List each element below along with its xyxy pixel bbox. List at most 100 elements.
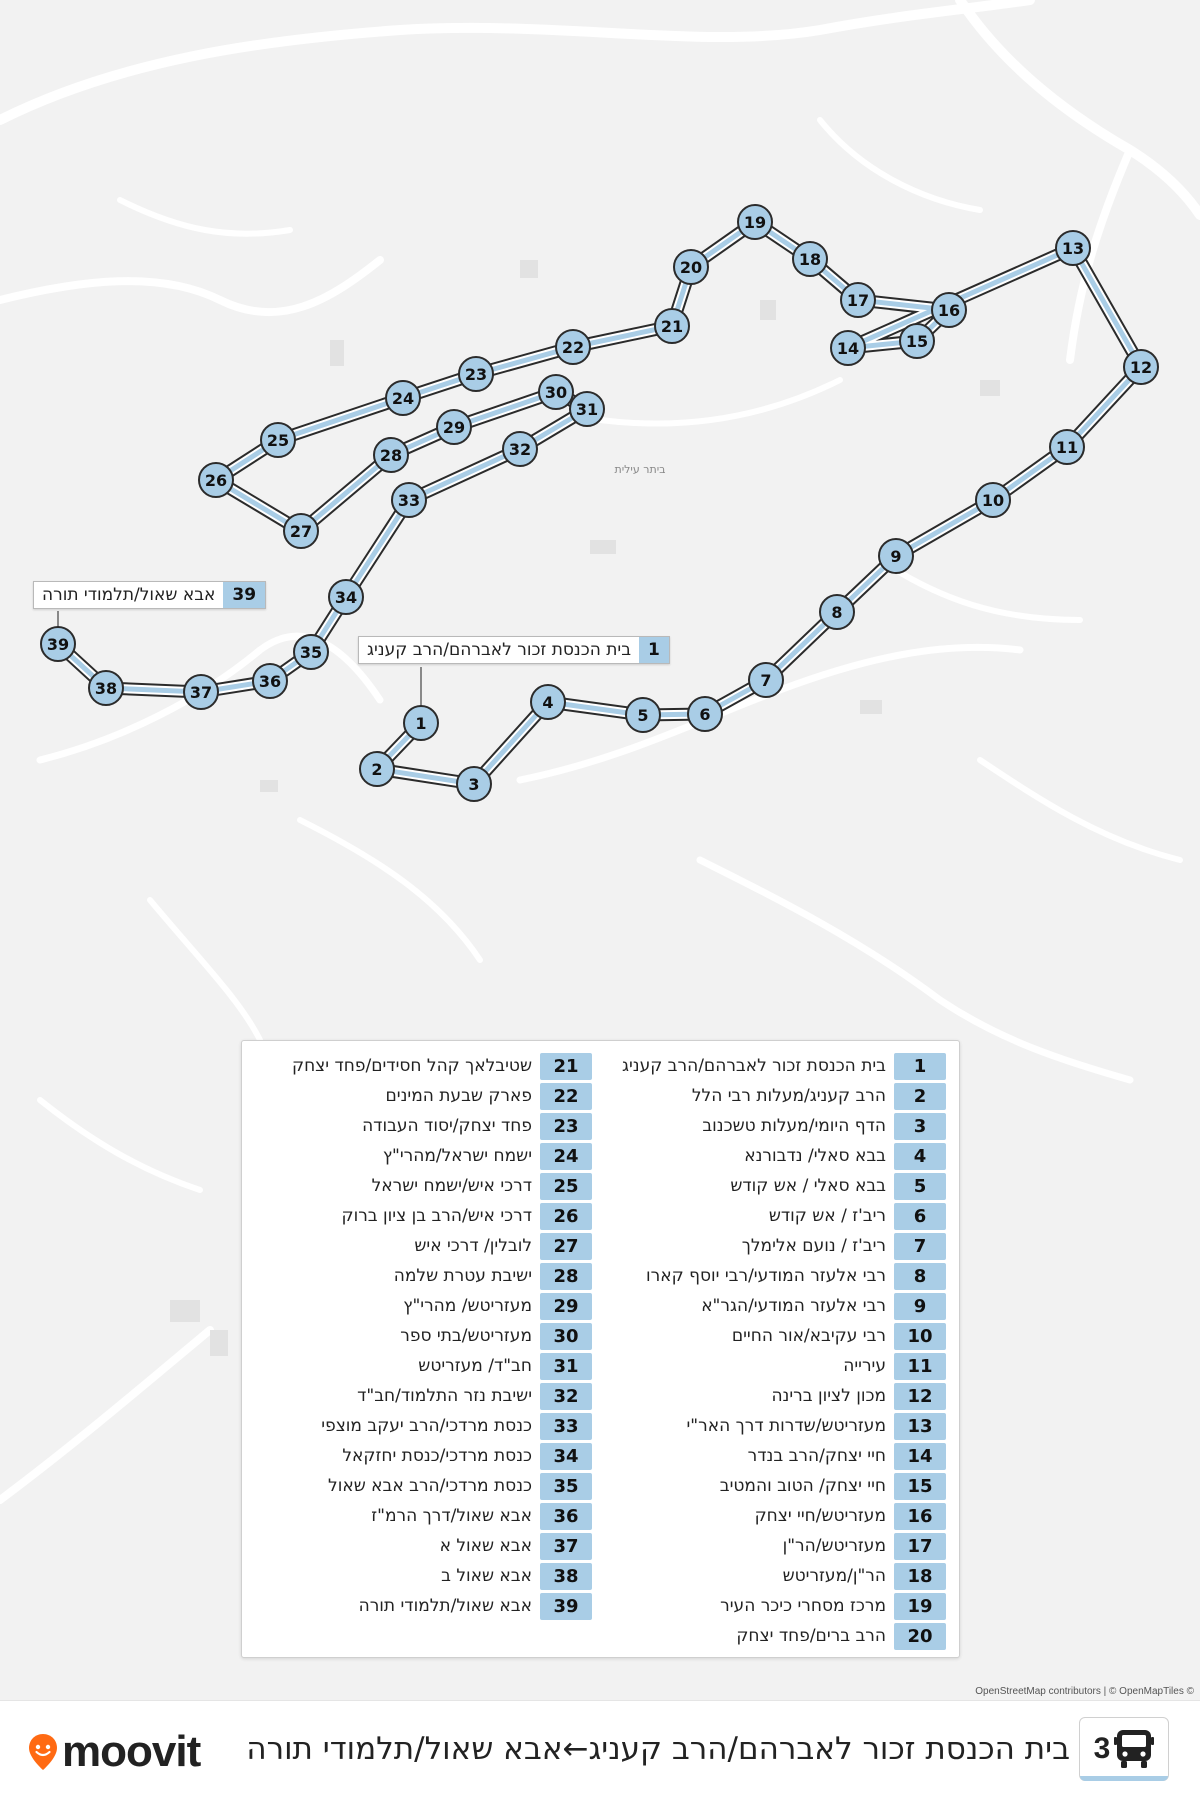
stop-list-item[interactable]: 26 דרכי איש/הרב בן ציון ברוק — [252, 1201, 592, 1231]
stop-list-item[interactable]: 35 כנסת מרדכי/הרב אבא שאול — [252, 1471, 592, 1501]
map-stop-marker[interactable]: 22 — [555, 329, 591, 365]
stop-list-item[interactable]: 21 שטיבלאך קהל חסידים/פחד יצחק — [252, 1051, 592, 1081]
stop-list-item[interactable]: 17 מעזריטש/הר"ן — [606, 1531, 946, 1561]
map-stop-circle — [88, 670, 124, 706]
stop-list-name: ישיבת עטרת שלמה — [393, 1266, 532, 1286]
route-badge[interactable]: 3 — [1079, 1717, 1169, 1781]
stop-list-number: 23 — [540, 1112, 592, 1140]
stop-list-item[interactable]: 9 רבי אלעזר המודעי/הגר"א — [606, 1291, 946, 1321]
stop-list-number: 6 — [894, 1202, 946, 1230]
map-stop-circle — [530, 684, 566, 720]
map-stop-marker[interactable]: 5 — [625, 697, 661, 733]
stop-list-item[interactable]: 22 פארק שבעת המינים — [252, 1081, 592, 1111]
stop-list-item[interactable]: 2 הרב קעניג/מעלות רבי הלל — [606, 1081, 946, 1111]
map-stop-marker[interactable]: 9 — [878, 538, 914, 574]
map-stop-marker[interactable]: 37 — [183, 674, 219, 710]
stop-list-item[interactable]: 25 דרכי איש/ישמח ישראל — [252, 1171, 592, 1201]
map-stop-marker[interactable]: 14 — [830, 330, 866, 366]
map-stop-marker[interactable]: 1 — [403, 705, 439, 741]
map-stop-marker[interactable]: 31 — [569, 391, 605, 427]
stop-list-item[interactable]: 33 כנסת מרדכי/הרב יעקב מוצפי — [252, 1411, 592, 1441]
stop-list-item[interactable]: 24 ישמח ישראל/מהרי"ץ — [252, 1141, 592, 1171]
route-title: בית הכנסת זכור לאברהם/הרב קעניג←אבא שאול… — [246, 1731, 1070, 1767]
stop-list-item[interactable]: 32 ישיבת נזר התלמוד/חב"ד — [252, 1381, 592, 1411]
stop-list-item[interactable]: 5 בבא סאלי / אש קודש — [606, 1171, 946, 1201]
map-stop-marker[interactable]: 13 — [1055, 230, 1091, 266]
stop-list-item[interactable]: 30 מעזריטש/בתי ספר — [252, 1321, 592, 1351]
stop-list-item[interactable]: 27 לובלין/ דרכי איש — [252, 1231, 592, 1261]
map-stop-number: 29 — [443, 418, 465, 437]
map-stop-marker[interactable]: 32 — [502, 431, 538, 467]
map-stop-marker[interactable]: 4 — [530, 684, 566, 720]
moovit-logo[interactable]: moovit — [28, 1727, 201, 1777]
stop-list-item[interactable]: 15 חיי יצחק/ הטוב והמטיב — [606, 1471, 946, 1501]
stop-list-number: 38 — [540, 1562, 592, 1590]
stop-list-name: הדף היומי/מעלות טשכנוב — [702, 1116, 886, 1136]
stop-list-item[interactable]: 39 אבא שאול/תלמודי תורה — [252, 1591, 592, 1621]
stop-list-item[interactable]: 18 הר"ן/מעזריטש — [606, 1561, 946, 1591]
map-stop-marker[interactable]: 30 — [538, 374, 574, 410]
map-stop-marker[interactable]: 36 — [252, 663, 288, 699]
map-stop-marker[interactable]: 33 — [391, 482, 427, 518]
map-stop-marker[interactable]: 15 — [899, 323, 935, 359]
map-stop-marker[interactable]: 21 — [654, 308, 690, 344]
stop-list-item[interactable]: 6 ריב'ז / אש קודש — [606, 1201, 946, 1231]
stop-list-item[interactable]: 14 חיי יצחק/הרב בנדר — [606, 1441, 946, 1471]
map-stop-marker[interactable]: 16 — [931, 292, 967, 328]
stop-list-item[interactable]: 1 בית הכנסת זכור לאברהם/הרב קעניג — [606, 1051, 946, 1081]
stop-list-item[interactable]: 7 ריב'ז / נועם אלימלך — [606, 1231, 946, 1261]
stop-list-item[interactable]: 34 כנסת מרדכי/כנסת יחזקאל — [252, 1441, 592, 1471]
stop-list-item[interactable]: 4 בבא סאלי/ נדבורנא — [606, 1141, 946, 1171]
stop-list-item[interactable]: 28 ישיבת עטרת שלמה — [252, 1261, 592, 1291]
map-stop-marker[interactable]: 10 — [975, 482, 1011, 518]
map-stop-marker[interactable]: 19 — [737, 204, 773, 240]
map-stop-marker[interactable]: 18 — [792, 241, 828, 277]
map-stop-marker[interactable]: 2 — [359, 751, 395, 787]
stop-list-item[interactable]: 12 מכון לציון ברינה — [606, 1381, 946, 1411]
stop-list-name: חיי יצחק/הרב בנדר — [747, 1446, 886, 1466]
map-stop-marker[interactable]: 8 — [819, 594, 855, 630]
map-stop-marker[interactable]: 7 — [748, 662, 784, 698]
stop-list-number: 34 — [540, 1442, 592, 1470]
map-stop-marker[interactable]: 11 — [1049, 429, 1085, 465]
map-stop-number: 27 — [290, 522, 312, 541]
map-stop-marker[interactable]: 17 — [840, 282, 876, 318]
map-attribution[interactable]: OpenStreetMap contributors | © OpenMapTi… — [975, 1686, 1194, 1697]
stop-list-item[interactable]: 13 מעזריטש/שדרות דרך האר"י — [606, 1411, 946, 1441]
map-stop-marker[interactable]: 27 — [283, 513, 319, 549]
start-stop-callout[interactable]: 1 בית הכנסת זכור לאברהם/הרב קעניג — [358, 636, 670, 664]
stop-list-item[interactable]: 19 מרכז מסחרי כיכר העיר — [606, 1591, 946, 1621]
stop-list-item[interactable]: 20 הרב ברים/פחד יצחק — [606, 1621, 946, 1651]
stop-list-item[interactable]: 16 מעזריטש/חיי יצחק — [606, 1501, 946, 1531]
map-stop-number: 15 — [906, 332, 928, 351]
end-stop-callout[interactable]: 39 אבא שאול/תלמודי תורה — [33, 581, 267, 609]
stop-list-item[interactable]: 23 פחד יצחק/יסוד העבודה — [252, 1111, 592, 1141]
stop-list-item[interactable]: 29 מעזריטש/ מהרי"ץ — [252, 1291, 592, 1321]
map-stop-marker[interactable]: 28 — [373, 437, 409, 473]
map-stop-marker[interactable]: 34 — [328, 579, 364, 615]
map-stop-marker[interactable]: 29 — [436, 409, 472, 445]
stop-list-number: 2 — [894, 1082, 946, 1110]
stop-list-number: 5 — [894, 1172, 946, 1200]
map-stop-marker[interactable]: 38 — [88, 670, 124, 706]
map-stop-marker[interactable]: 20 — [673, 249, 709, 285]
map-stop-marker[interactable]: 12 — [1123, 349, 1159, 385]
map-stop-number: 5 — [637, 706, 648, 725]
stop-list-item[interactable]: 3 הדף היומי/מעלות טשכנוב — [606, 1111, 946, 1141]
stop-list-item[interactable]: 10 רבי עקיבא/אור החיים — [606, 1321, 946, 1351]
map-stop-marker[interactable]: 25 — [260, 422, 296, 458]
map-stop-marker[interactable]: 24 — [385, 380, 421, 416]
stop-list-number: 26 — [540, 1202, 592, 1230]
map-stop-marker[interactable]: 3 — [456, 766, 492, 802]
stop-list-item[interactable]: 38 אבא שאול ב — [252, 1561, 592, 1591]
stop-list-item[interactable]: 37 אבא שאול א — [252, 1531, 592, 1561]
map-stop-marker[interactable]: 6 — [687, 696, 723, 732]
stop-list-item[interactable]: 36 אבא שאול/דרך הרמ"ז — [252, 1501, 592, 1531]
stop-list-item[interactable]: 11 עירייה — [606, 1351, 946, 1381]
map-stop-marker[interactable]: 23 — [458, 356, 494, 392]
map-stop-marker[interactable]: 26 — [198, 462, 234, 498]
stop-list-item[interactable]: 31 חב"ד/ מעזריטש — [252, 1351, 592, 1381]
stop-list-item[interactable]: 8 רבי אלעזר המודעי/רבי יוסף קארו — [606, 1261, 946, 1291]
map-stop-marker[interactable]: 35 — [293, 634, 329, 670]
map-stop-marker[interactable]: 39 — [40, 626, 76, 662]
